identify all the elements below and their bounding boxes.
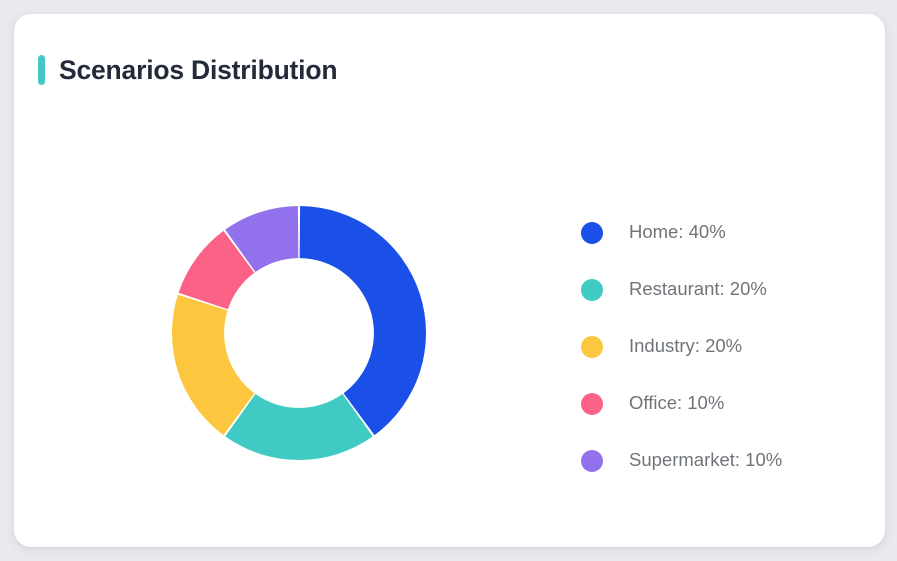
legend-label: Industry: 20%	[629, 335, 743, 357]
donut-chart[interactable]	[172, 206, 427, 460]
legend-item-industry[interactable]: Industry: 20%	[581, 318, 871, 375]
legend-item-restaurant[interactable]: Restaurant: 20%	[581, 261, 871, 318]
legend-label: Office: 10%	[629, 392, 725, 414]
legend-dot-icon	[581, 221, 603, 244]
donut-slice-group	[172, 206, 427, 460]
legend-label: Supermarket: 10%	[629, 449, 783, 471]
chart-body: Home: 40% Restaurant: 20% Industry: 20% …	[14, 110, 885, 547]
title-row: Scenarios Distribution	[38, 54, 338, 85]
legend-dot-icon	[581, 392, 603, 415]
donut-slice[interactable]	[172, 294, 255, 436]
legend-dot-icon	[581, 278, 603, 301]
donut-slice[interactable]	[178, 230, 255, 310]
legend-dot-icon	[581, 335, 603, 358]
legend-item-home[interactable]: Home: 40%	[581, 204, 871, 261]
donut-slice[interactable]	[225, 394, 373, 460]
donut-chart-svg	[172, 206, 427, 460]
chart-legend: Home: 40% Restaurant: 20% Industry: 20% …	[581, 204, 871, 489]
legend-dot-icon	[581, 449, 603, 472]
legend-label: Restaurant: 20%	[629, 278, 767, 300]
legend-label: Home: 40%	[629, 221, 726, 243]
donut-slice[interactable]	[225, 206, 299, 272]
scenarios-distribution-card: Scenarios Distribution Home: 40% Restaur…	[14, 14, 885, 547]
legend-item-office[interactable]: Office: 10%	[581, 375, 871, 432]
card-header: Scenarios Distribution	[14, 14, 885, 110]
donut-slice[interactable]	[299, 206, 427, 436]
legend-item-supermarket[interactable]: Supermarket: 10%	[581, 432, 871, 489]
page-title: Scenarios Distribution	[59, 54, 338, 85]
title-accent-bar-icon	[38, 55, 45, 85]
